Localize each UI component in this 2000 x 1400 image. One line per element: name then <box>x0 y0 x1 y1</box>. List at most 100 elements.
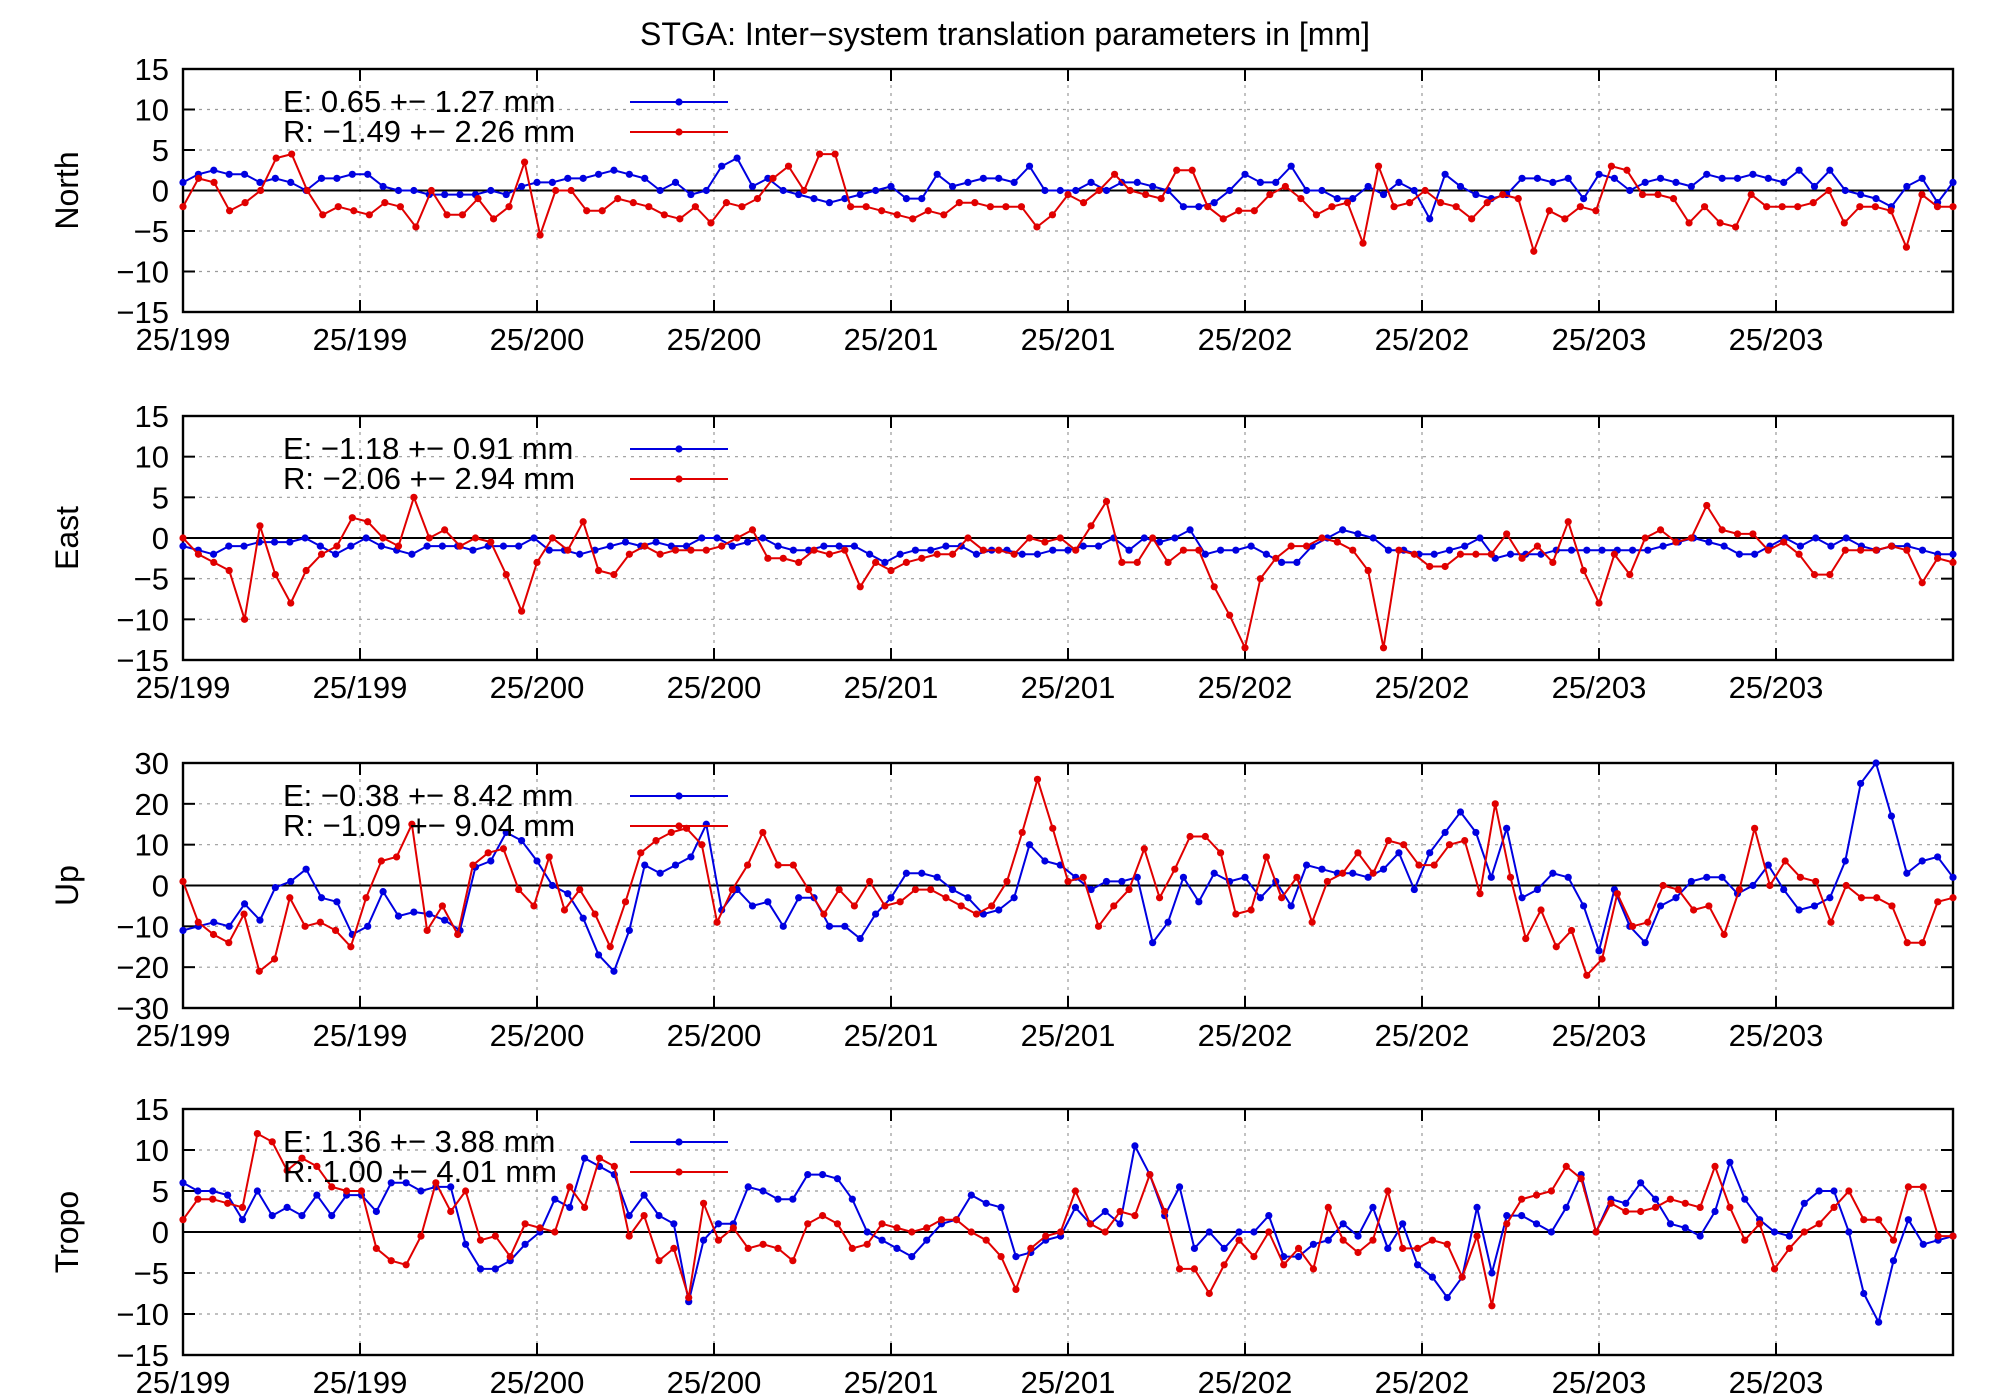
data-point <box>518 182 526 191</box>
data-point <box>1503 1220 1511 1228</box>
data-point <box>357 1187 366 1195</box>
y-axis-label: North <box>49 151 85 229</box>
data-point <box>1110 902 1118 910</box>
data-point <box>1933 203 1942 211</box>
data-point <box>948 550 957 558</box>
data-point <box>1461 836 1469 845</box>
data-point <box>1598 955 1606 963</box>
data-point <box>1133 558 1141 567</box>
data-point <box>1272 554 1280 562</box>
data-point <box>1583 971 1591 979</box>
data-point <box>1576 203 1584 211</box>
data-point <box>1281 182 1289 191</box>
x-tick-label: 25/201 <box>1021 670 1116 705</box>
data-point <box>1328 203 1336 211</box>
data-point <box>1033 223 1041 231</box>
data-point <box>1476 534 1484 542</box>
data-point <box>818 1171 827 1179</box>
data-point <box>699 1236 708 1244</box>
data-point <box>1483 199 1491 207</box>
data-point <box>396 203 404 211</box>
data-point <box>1794 203 1802 211</box>
data-point <box>317 174 326 182</box>
data-point <box>1133 178 1141 186</box>
data-point <box>927 546 935 554</box>
legend-marker <box>675 128 683 136</box>
data-point <box>1235 1236 1243 1244</box>
data-point <box>1149 534 1157 542</box>
data-point <box>1041 538 1049 546</box>
data-point <box>1349 546 1357 554</box>
data-point <box>225 170 233 178</box>
data-point <box>670 1220 678 1228</box>
data-point <box>1041 857 1049 865</box>
data-point <box>579 914 587 922</box>
data-point <box>268 1138 276 1146</box>
data-point <box>833 1220 842 1228</box>
data-point <box>1826 894 1834 902</box>
data-point <box>728 885 736 894</box>
legend-label: R: 1.00 +− 4.01 mm <box>283 1154 557 1189</box>
data-point <box>283 1203 291 1211</box>
y-axis-label: Tropo <box>49 1191 85 1273</box>
data-point <box>862 203 870 211</box>
data-point <box>387 1179 395 1187</box>
data-point <box>718 542 726 550</box>
x-tick-label: 25/203 <box>1729 1365 1824 1400</box>
data-point <box>1796 542 1805 550</box>
data-point <box>441 526 449 534</box>
data-point <box>410 908 418 916</box>
data-point <box>621 898 630 906</box>
y-tick-label: 5 <box>152 480 169 515</box>
data-point <box>1903 939 1911 947</box>
data-point <box>1841 546 1849 554</box>
data-point <box>856 190 864 199</box>
data-point <box>253 1130 261 1138</box>
data-point <box>774 1244 782 1252</box>
data-point <box>257 186 265 195</box>
data-point <box>1637 1207 1645 1216</box>
data-point <box>1445 546 1454 554</box>
data-point <box>1195 203 1203 211</box>
data-point <box>640 1191 648 1199</box>
data-point <box>316 918 324 926</box>
series-E <box>179 526 1957 567</box>
data-point <box>1195 546 1203 554</box>
data-point <box>933 873 941 881</box>
data-point <box>505 203 513 211</box>
y-axis-label: Up <box>49 865 85 906</box>
data-point <box>471 534 480 542</box>
data-point <box>1216 546 1225 554</box>
x-tick-label: 25/201 <box>844 1018 939 1053</box>
data-point <box>1384 1187 1392 1195</box>
data-point <box>878 1220 886 1228</box>
legend-marker <box>675 1138 683 1146</box>
data-point <box>1764 174 1772 182</box>
x-tick-label: 25/200 <box>490 670 585 705</box>
data-point <box>1064 877 1072 886</box>
data-point <box>1426 562 1434 571</box>
data-point <box>1364 873 1372 881</box>
data-point <box>1567 546 1576 554</box>
data-point <box>1318 534 1326 542</box>
data-point <box>253 1187 261 1195</box>
data-point <box>1461 542 1469 550</box>
data-point <box>484 849 492 857</box>
data-point <box>835 885 843 894</box>
data-point <box>1857 190 1865 199</box>
data-point <box>1101 1228 1109 1236</box>
data-point <box>454 930 462 939</box>
data-point <box>753 195 762 203</box>
y-tick-label: 5 <box>152 133 169 168</box>
y-tick-label: 0 <box>152 1215 169 1250</box>
data-point <box>779 186 787 195</box>
data-point <box>502 828 510 837</box>
data-point <box>1437 199 1445 207</box>
data-point <box>1756 1220 1764 1228</box>
data-point <box>1468 215 1476 223</box>
data-point <box>1278 894 1286 902</box>
data-point <box>1623 166 1631 174</box>
data-point <box>1400 841 1408 849</box>
data-point <box>1226 611 1234 619</box>
